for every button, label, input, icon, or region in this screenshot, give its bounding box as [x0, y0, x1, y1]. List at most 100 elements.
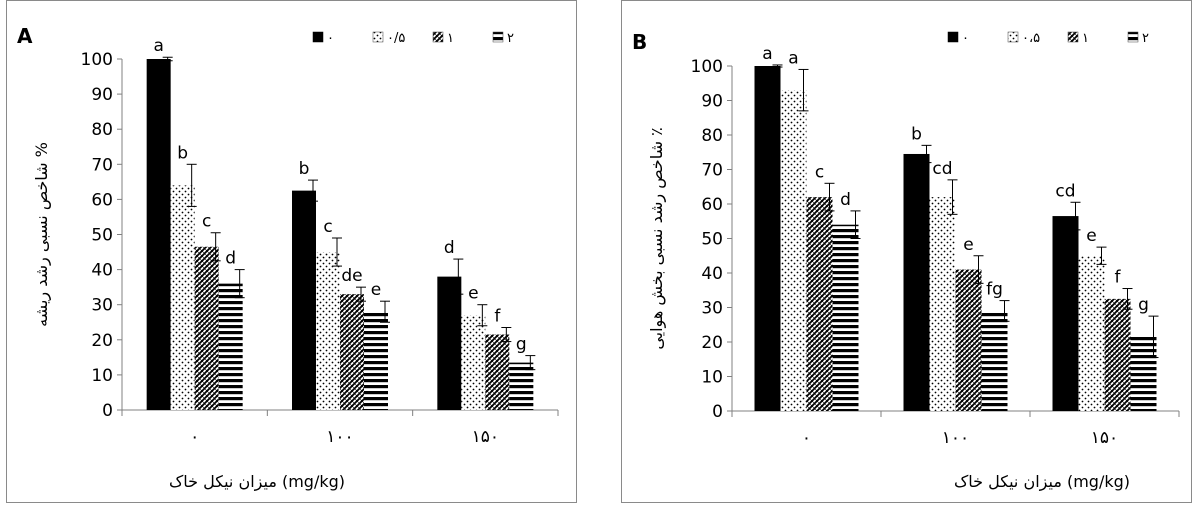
bar: [754, 66, 781, 411]
y-tick-label: 20: [91, 331, 113, 351]
legend-label: ۲: [507, 31, 514, 46]
data-label: f: [1115, 268, 1122, 288]
legend-label: ۱: [447, 31, 454, 46]
data-label: c: [323, 217, 332, 237]
legend-swatch: [1067, 31, 1079, 43]
legend-swatch: [372, 31, 384, 43]
y-tick-label: 60: [91, 190, 113, 210]
x-tick-label: ۱۵۰: [472, 427, 499, 447]
data-label: c: [815, 162, 824, 182]
bar: [780, 90, 807, 412]
legend-swatch: [432, 31, 444, 43]
bar: [1052, 216, 1079, 411]
y-tick-label: 0: [102, 401, 113, 421]
data-label: d: [840, 190, 851, 210]
legend-label: ۰،۵: [1022, 31, 1040, 46]
bar: [806, 197, 833, 411]
chart-panel-b: B 0 10 20 30 40 50 60 70 80 90 100 a a c d ۰ b cd e fg ۱۰۰ cd e…: [621, 0, 1192, 503]
bar: [218, 283, 243, 410]
bar: [1130, 336, 1157, 411]
chart-a-svg: A0102030405060708090100abcd۰bcdee۱۰۰defg…: [17, 24, 559, 492]
y-tick-label: 70: [701, 161, 723, 181]
legend-swatch: [1127, 31, 1139, 43]
x-axis-label: میزان نیکل خاک (mg/kg): [954, 472, 1130, 492]
y-tick-label: 30: [91, 296, 113, 316]
y-tick-label: 90: [91, 85, 113, 105]
y-axis-label: شاخص رشد نسبی بخش هوایی ٪: [647, 127, 667, 349]
legend-label: ۰: [327, 31, 334, 46]
data-label: c: [202, 212, 211, 232]
data-label: f: [494, 307, 501, 327]
y-tick-label: 0: [712, 402, 723, 422]
y-axis-label: شاخص نسبی رشد ریشه %: [32, 142, 52, 327]
legend-swatch: [1007, 31, 1019, 43]
data-label: b: [177, 143, 188, 163]
x-tick-label: ۰: [802, 428, 811, 448]
y-tick-label: 40: [91, 261, 113, 281]
y-tick-label: 90: [701, 92, 723, 112]
data-label: e: [468, 284, 478, 304]
data-label: d: [225, 249, 236, 269]
x-tick-label: ۱۰۰: [942, 428, 969, 448]
bar: [929, 197, 956, 411]
bar: [485, 334, 510, 410]
x-axis-label: میزان نیکل خاک (mg/kg): [169, 472, 345, 492]
bar: [292, 190, 316, 410]
x-tick-label: ۰: [190, 427, 199, 447]
bar: [903, 153, 930, 411]
legend-swatch: [492, 31, 504, 43]
y-tick-label: 30: [701, 299, 723, 319]
data-label: a: [788, 48, 798, 68]
y-tick-label: 100: [691, 57, 723, 77]
data-label: cd: [1055, 181, 1075, 201]
data-label: e: [963, 235, 973, 255]
legend-label: ۱: [1082, 31, 1089, 46]
legend-swatch: [947, 31, 959, 43]
bar: [461, 315, 486, 410]
data-label: a: [153, 36, 163, 56]
bar: [509, 362, 534, 410]
bar: [170, 185, 195, 410]
y-tick-label: 80: [91, 120, 113, 140]
bar: [1078, 255, 1105, 411]
bar: [437, 276, 462, 410]
bar: [146, 59, 171, 410]
y-tick-label: 20: [701, 333, 723, 353]
y-tick-label: 50: [701, 230, 723, 250]
y-tick-label: 50: [91, 226, 113, 246]
panel-label: B: [632, 30, 647, 54]
data-label: a: [762, 44, 772, 64]
bar: [832, 224, 859, 411]
legend-swatch: [312, 31, 324, 43]
bar: [316, 252, 340, 410]
data-label: fg: [986, 280, 1003, 300]
data-label: g: [516, 335, 527, 355]
bar: [955, 269, 982, 411]
x-tick-label: ۱۰۰: [326, 427, 353, 447]
data-label: b: [911, 124, 922, 144]
data-label: de: [341, 266, 362, 286]
y-tick-label: 10: [701, 368, 723, 388]
data-label: g: [1138, 295, 1149, 315]
y-tick-label: 60: [701, 195, 723, 215]
bar: [981, 310, 1008, 411]
chart-panel-a: A 0 10 20 30 40 50 60 70 80 90 100 a b c d ۰ b c de e ۱۰۰ d e f g…: [6, 0, 577, 503]
y-tick-label: 40: [701, 264, 723, 284]
y-tick-label: 10: [91, 366, 113, 386]
data-label: d: [444, 238, 455, 258]
bar: [1104, 298, 1131, 411]
legend-label: ۰/۵: [387, 31, 405, 46]
bar: [340, 294, 364, 410]
y-tick-label: 70: [91, 155, 113, 175]
y-tick-label: 100: [81, 50, 113, 70]
legend-label: ۲: [1142, 31, 1149, 46]
panel-label: A: [17, 24, 33, 48]
bar: [194, 246, 219, 410]
data-label: b: [299, 159, 310, 179]
data-label: e: [1086, 226, 1096, 246]
legend-label: ۰: [962, 31, 969, 46]
x-tick-label: ۱۵۰: [1091, 428, 1118, 448]
data-label: e: [371, 280, 381, 300]
y-tick-label: 80: [701, 126, 723, 146]
